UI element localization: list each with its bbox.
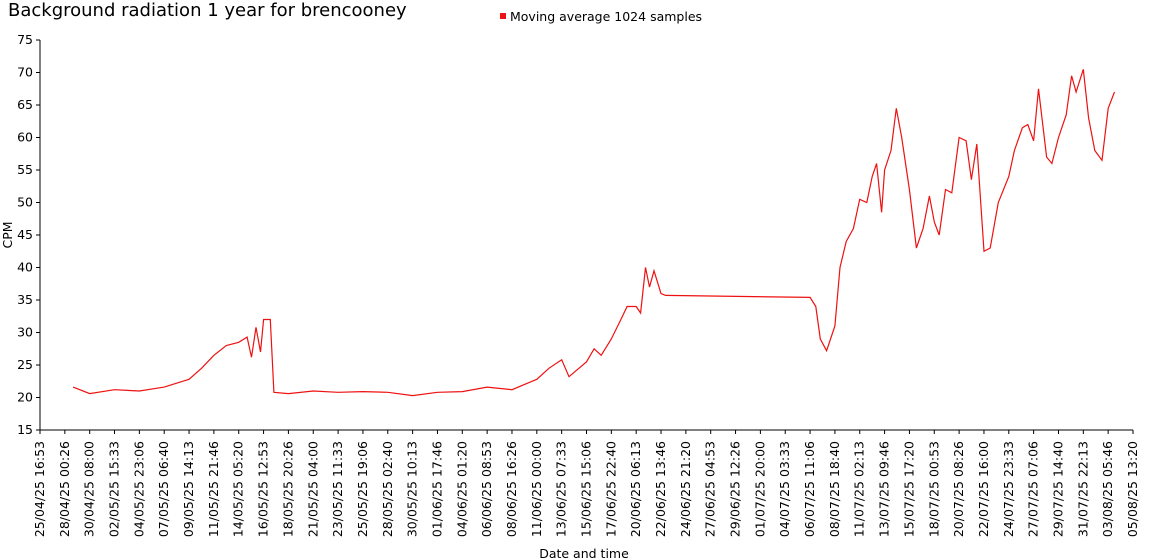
x-tick-label: 25/04/25 16:53 <box>32 441 47 537</box>
y-axis-label: CPM <box>0 221 15 248</box>
y-tick-label: 35 <box>17 292 33 307</box>
x-tick-label: 30/05/25 10:13 <box>405 441 420 537</box>
x-tick-label: 11/05/25 21:46 <box>206 441 221 537</box>
x-tick-label: 27/07/25 07:06 <box>1026 441 1041 537</box>
x-tick-label: 23/05/25 11:33 <box>330 441 345 537</box>
x-tick-label: 02/05/25 15:33 <box>107 441 122 537</box>
x-tick-label: 08/07/25 18:40 <box>827 441 842 537</box>
x-tick-label: 18/05/25 20:26 <box>280 441 295 537</box>
x-tick-label: 15/07/25 17:20 <box>901 441 916 537</box>
x-tick-label: 16/05/25 12:53 <box>256 441 271 537</box>
x-tick-label: 21/05/25 04:00 <box>305 441 320 537</box>
x-tick-label: 13/06/25 07:33 <box>554 441 569 537</box>
y-tick-label: 40 <box>17 260 33 275</box>
x-tick-label: 29/06/25 12:26 <box>728 441 743 537</box>
x-tick-label: 18/07/25 00:53 <box>926 441 941 537</box>
x-tick-label: 15/06/25 15:06 <box>578 441 593 537</box>
y-tick-label: 50 <box>17 195 33 210</box>
legend-swatch <box>500 13 506 19</box>
x-axis-label: Date and time <box>539 546 629 560</box>
y-tick-label: 55 <box>17 162 33 177</box>
x-tick-label: 04/05/25 23:06 <box>131 441 146 537</box>
x-tick-label: 13/07/25 09:46 <box>877 441 892 537</box>
y-tick-label: 15 <box>17 422 33 437</box>
x-tick-label: 22/07/25 16:00 <box>976 441 991 537</box>
chart-title: Background radiation 1 year for brencoon… <box>8 0 407 21</box>
x-tick-label: 04/06/25 01:20 <box>454 441 469 537</box>
x-tick-label: 09/05/25 14:13 <box>181 441 196 537</box>
x-tick-label: 24/07/25 23:33 <box>1001 441 1016 537</box>
x-tick-label: 31/07/25 22:13 <box>1075 441 1090 537</box>
x-tick-label: 04/07/25 03:33 <box>777 441 792 537</box>
x-tick-label: 11/07/25 02:13 <box>852 441 867 537</box>
x-tick-label: 14/05/25 05:20 <box>231 441 246 537</box>
x-tick-label: 28/05/25 02:40 <box>380 441 395 537</box>
x-tick-label: 28/04/25 00:26 <box>57 441 72 537</box>
series-line <box>72 69 1116 397</box>
x-tick-label: 24/06/25 21:20 <box>678 441 693 537</box>
x-tick-label: 22/06/25 13:46 <box>653 441 668 537</box>
x-tick-label: 03/08/25 05:46 <box>1100 441 1115 537</box>
x-tick-label: 06/07/25 11:06 <box>802 441 817 537</box>
y-tick-label: 75 <box>17 32 33 47</box>
x-tick-label: 05/08/25 13:20 <box>1125 441 1140 537</box>
y-tick-label: 60 <box>17 130 33 145</box>
x-tick-label: 06/06/25 08:53 <box>479 441 494 537</box>
y-tick-label: 30 <box>17 325 33 340</box>
x-tick-label: 20/07/25 08:26 <box>951 441 966 537</box>
x-tick-label: 25/05/25 19:06 <box>355 441 370 537</box>
x-tick-label: 20/06/25 06:13 <box>628 441 643 537</box>
x-tick-label: 07/05/25 06:40 <box>156 441 171 537</box>
y-tick-label: 70 <box>17 65 33 80</box>
x-tick-label: 27/06/25 04:53 <box>703 441 718 537</box>
x-tick-label: 01/07/25 20:00 <box>752 441 767 537</box>
x-tick-label: 17/06/25 22:40 <box>603 441 618 537</box>
x-tick-label: 08/06/25 16:26 <box>504 441 519 537</box>
x-tick-label: 30/04/25 08:00 <box>82 441 97 537</box>
x-tick-label: 11/06/25 00:00 <box>529 441 544 537</box>
x-tick-label: 01/06/25 17:46 <box>429 441 444 537</box>
y-tick-label: 25 <box>17 357 33 372</box>
y-tick-label: 45 <box>17 227 33 242</box>
y-tick-label: 20 <box>17 390 33 405</box>
legend-label: Moving average 1024 samples <box>510 9 702 24</box>
x-tick-label: 29/07/25 14:40 <box>1050 441 1065 537</box>
y-tick-label: 65 <box>17 97 33 112</box>
